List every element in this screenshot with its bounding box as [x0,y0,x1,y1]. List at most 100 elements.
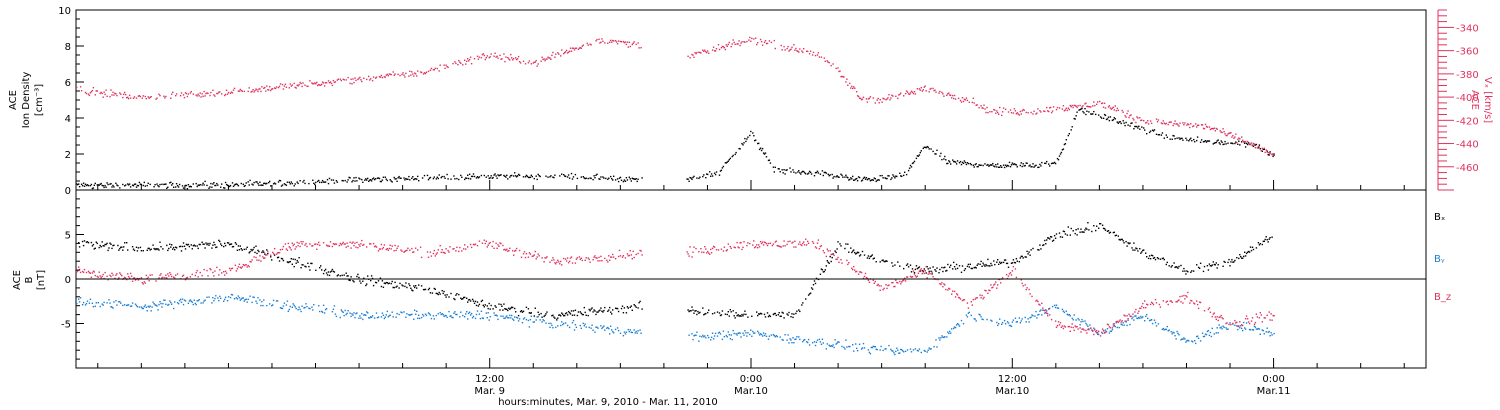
bx-point [610,311,612,313]
density-point [850,177,852,179]
bx-point [319,267,321,269]
vx-point [272,88,274,90]
density-point [547,176,549,178]
by-point [1125,321,1127,323]
density-point [979,164,981,166]
vx-point [399,74,401,77]
density-point [817,172,820,174]
bz-point [1268,311,1270,313]
bx-point [1101,224,1104,226]
top-y2-axis-label-line-2: Vₓ [km/s] [1482,77,1493,123]
density-point [785,169,787,171]
density-point [1208,140,1211,142]
by-point [1009,324,1012,327]
by-point [819,341,822,343]
density-point [413,178,415,181]
density-point [450,178,452,180]
by-point [729,338,731,340]
by-point [448,310,450,313]
density-point [104,184,106,187]
bz-point [1063,325,1066,327]
bx-point [854,251,856,254]
bx-point [411,289,413,291]
vx-point [1237,138,1239,141]
bx-point [511,306,513,308]
density-point [765,156,768,158]
bx-point [345,272,347,274]
by-point [884,348,886,350]
density-point [381,179,384,181]
by-point [428,313,431,315]
bz-point [1165,301,1167,303]
vx-point [791,46,793,49]
density-point [224,187,226,189]
density-point [1161,132,1164,134]
by-point [1259,333,1261,335]
vx-point [920,87,922,89]
vx-point [1188,123,1190,126]
density-point [490,175,492,177]
vx-point [568,50,571,52]
density-point [722,165,725,168]
vx-point [300,82,302,85]
bx-point [1184,270,1186,272]
bz-point [852,268,854,271]
vx-point [495,56,497,58]
by-point [257,297,259,299]
by-point [1174,335,1176,337]
vx-point [1201,124,1204,126]
vx-point [951,97,953,99]
density-point [1118,121,1120,123]
vx-point [905,90,908,92]
vx-point [1238,137,1240,139]
vx-point [1009,109,1012,111]
bz-point [491,245,493,248]
bx-point [330,270,333,272]
vx-point [1022,108,1024,111]
density-point [353,177,355,179]
vx-point [764,40,767,42]
bz-point [1092,329,1094,332]
bz-point [339,242,341,245]
bx-point [792,316,794,319]
vx-point [1099,100,1101,103]
vx-point [412,73,414,75]
bz-point [340,244,342,246]
bx-point [807,294,810,296]
bx-point [1146,256,1148,258]
density-point [167,186,169,188]
by-point [1066,313,1068,315]
bz-point [216,266,218,269]
by-point [608,327,610,330]
by-point [583,325,585,327]
bz-point [758,246,761,248]
bx-point [271,259,273,261]
bz-point [297,244,299,247]
density-point [1086,110,1088,112]
bz-point [598,256,600,259]
bz-point [91,272,94,274]
bz-point [267,250,269,253]
vx-point [116,94,118,97]
by-point [432,315,435,317]
vx-point [1206,126,1209,128]
bz-point [149,274,151,276]
bx-point [582,313,584,316]
by-point [550,322,552,325]
density-point [939,155,941,157]
density-point [1074,118,1076,120]
vx-point [422,73,425,75]
density-point [112,184,114,187]
density-point [777,168,779,170]
density-point [890,178,892,181]
bz-point [1036,299,1038,301]
bz-point [533,254,535,256]
by-point [1227,328,1229,330]
vx-point [374,77,377,79]
density-point [755,139,757,141]
vx-point [281,83,284,86]
bx-point [837,241,839,243]
density-point [934,153,936,155]
bx-point [567,310,570,313]
by-point [119,301,121,303]
